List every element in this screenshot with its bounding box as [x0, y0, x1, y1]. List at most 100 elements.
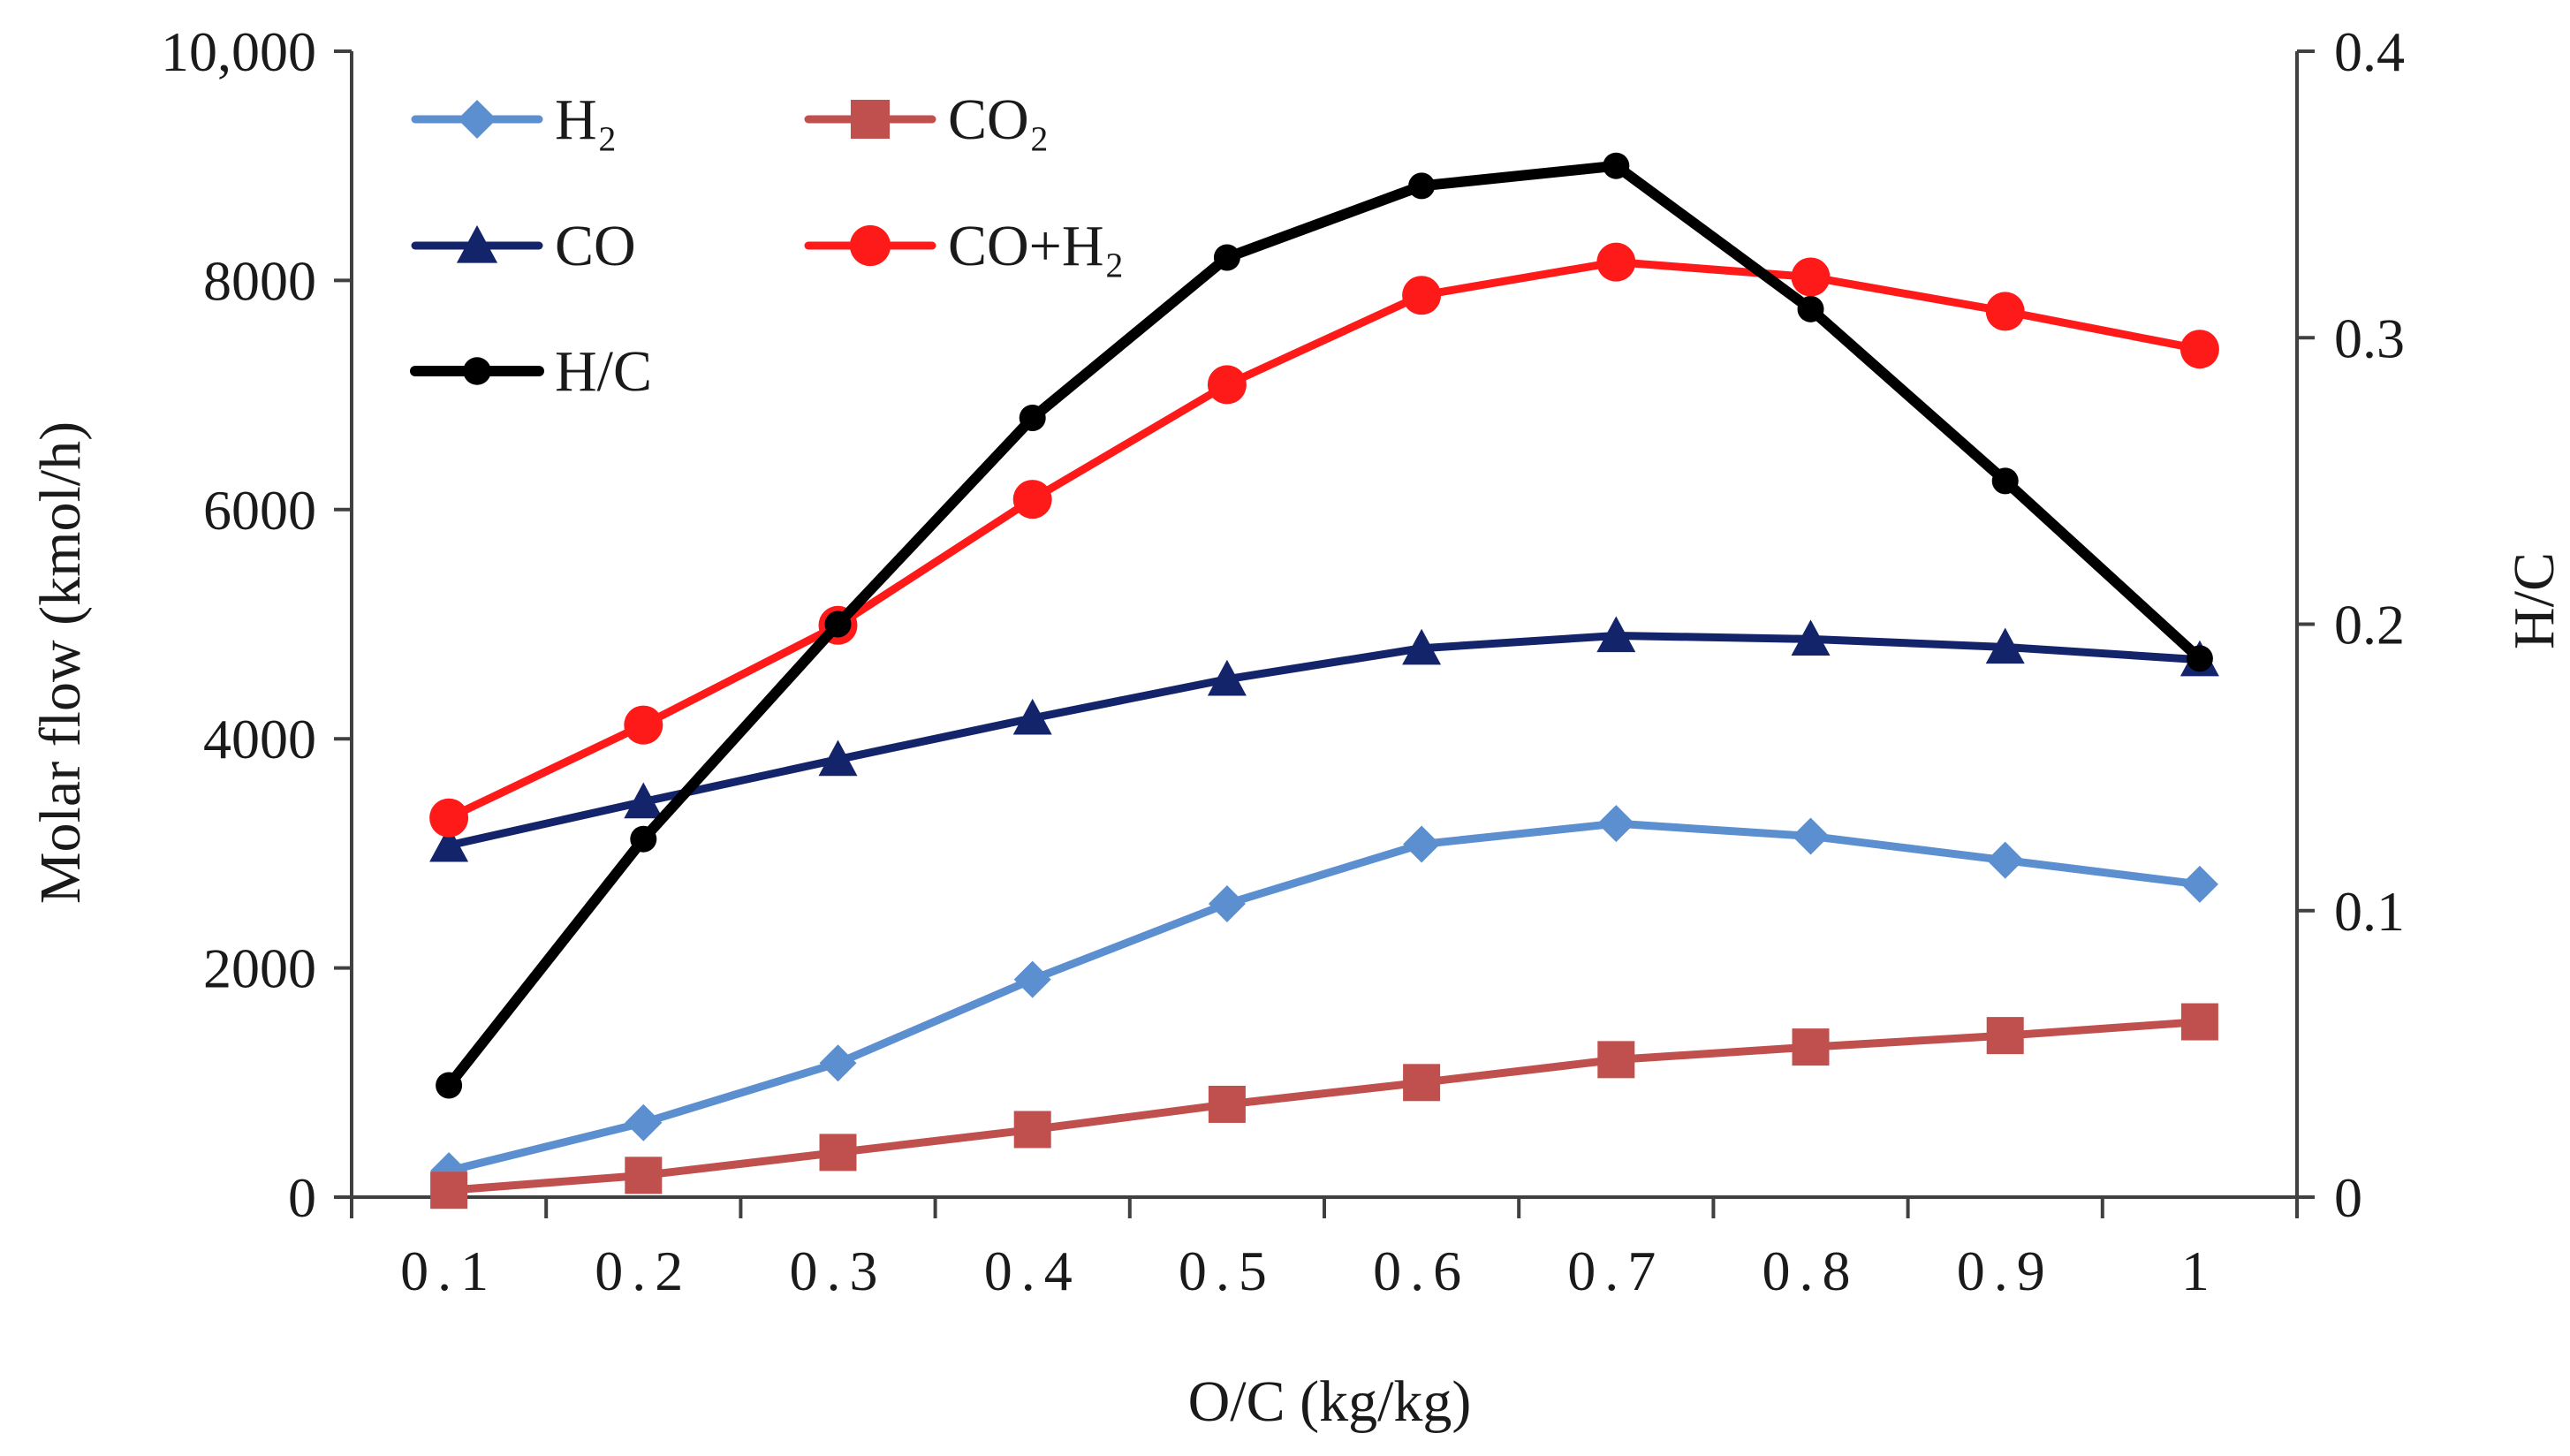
x-tick-label: 0.6: [1373, 1240, 1470, 1302]
x-tick-label: 0.3: [790, 1240, 887, 1302]
y-left-tick-label: 6000: [203, 479, 316, 542]
y-left-tick-label: 0: [288, 1166, 316, 1229]
data-point: [2180, 330, 2219, 369]
legend-label: CO₂: [948, 87, 1050, 152]
x-tick-label: 0.9: [1957, 1240, 2054, 1302]
legend-label: H/C: [555, 339, 652, 404]
y-left-tick-label: 8000: [203, 249, 316, 312]
series-line-0: [444, 819, 2204, 1175]
series-line-4: [443, 160, 2205, 1091]
data-point: [625, 1103, 663, 1141]
legend-entry: H₂: [411, 87, 618, 152]
data-point: [1213, 244, 1240, 271]
axes: 0 2000 4000 6000 8000 10,000 0 0.1 0.2 0.3 0.4 0.1 0…: [161, 20, 2405, 1302]
legend-label: CO: [555, 214, 636, 278]
data-point: [824, 610, 852, 638]
legend-entry: CO: [411, 214, 636, 278]
data-point: [1208, 1085, 1246, 1123]
data-point: [1012, 698, 1052, 735]
data-point: [1991, 467, 2019, 495]
data-point: [429, 825, 469, 862]
data-point: [1403, 825, 1441, 863]
data-point: [436, 1072, 463, 1099]
data-point: [2180, 865, 2218, 903]
series-3: [429, 242, 2219, 838]
data-point: [1597, 1041, 1635, 1079]
data-point: [1208, 884, 1246, 922]
data-point: [1791, 257, 1831, 297]
series-line-1: [444, 1018, 2204, 1194]
data-point: [819, 1044, 857, 1082]
legend-marker: [457, 99, 497, 140]
data-point: [1986, 841, 2024, 879]
legend-entry: CO+H₂: [804, 214, 1125, 278]
data-point: [1792, 1028, 1830, 1066]
data-point: [1402, 628, 1442, 665]
series-line-2: [444, 631, 2204, 850]
legend: H₂ CO₂ CO CO+H₂ H/C: [410, 87, 1125, 404]
legend-entry: H/C: [410, 339, 652, 404]
y-axis-left-title: Molar flow (kmol/h): [28, 421, 93, 904]
data-point: [1985, 292, 2025, 331]
y-right-tick-label: 0: [2334, 1166, 2362, 1229]
data-point: [1791, 619, 1831, 656]
data-point: [1403, 1064, 1441, 1102]
series-group: [429, 152, 2219, 1210]
data-point: [1985, 627, 2025, 664]
x-tick-label: 0.4: [984, 1240, 1081, 1302]
data-point: [1402, 276, 1442, 315]
data-point: [1603, 152, 1630, 179]
data-point: [630, 825, 657, 853]
data-point: [624, 782, 663, 819]
data-point: [818, 739, 858, 777]
data-point: [2186, 645, 2213, 672]
data-point: [430, 1172, 468, 1210]
data-point: [1013, 1111, 1051, 1149]
data-point: [1596, 242, 1636, 282]
legend-marker: [463, 357, 491, 385]
series-line-3: [444, 258, 2204, 823]
x-axis-title: O/C (kg/kg): [1188, 1369, 1472, 1434]
y-axis-right-title: H/C: [2502, 552, 2566, 649]
data-point: [1792, 817, 1830, 855]
legend-marker: [849, 224, 891, 267]
x-tick-label: 0.5: [1179, 1240, 1276, 1302]
data-point: [1207, 659, 1247, 696]
y-left-tick-label: 2000: [203, 937, 316, 1000]
data-point: [625, 1156, 663, 1194]
data-point: [1013, 960, 1051, 998]
x-tick-label: 0.8: [1763, 1240, 1860, 1302]
data-point: [1797, 295, 1824, 322]
x-tick-label: 0.2: [595, 1240, 692, 1302]
y-right-tick-label: 0.1: [2334, 880, 2405, 943]
legend-label: CO+H₂: [948, 214, 1125, 278]
y-left-tick-label: 10,000: [161, 20, 316, 83]
data-point: [1019, 405, 1046, 432]
series-1: [430, 1003, 2218, 1210]
y-right-tick-label: 0.3: [2334, 307, 2405, 369]
data-point: [819, 1134, 857, 1172]
data-point: [1012, 480, 1052, 519]
data-point: [1207, 365, 1247, 405]
data-point: [2180, 1003, 2218, 1041]
x-tick-label: 0.7: [1567, 1240, 1664, 1302]
data-point: [1408, 172, 1436, 200]
data-point: [1596, 616, 1636, 653]
data-point: [624, 705, 663, 745]
legend-marker: [850, 99, 891, 140]
legend-marker: [456, 224, 498, 263]
legend-label: H₂: [555, 87, 618, 152]
y-left-tick-label: 4000: [203, 708, 316, 770]
data-point: [1986, 1017, 2024, 1055]
data-point: [1597, 805, 1635, 843]
y-right-tick-label: 0.2: [2334, 594, 2405, 656]
series-2: [429, 616, 2219, 862]
data-point: [429, 798, 469, 838]
y-right-tick-label: 0.4: [2334, 20, 2405, 83]
series-0: [430, 805, 2218, 1190]
legend-entry: CO₂: [804, 87, 1050, 152]
x-tick-label: 1: [2181, 1240, 2218, 1302]
series-4: [436, 152, 2213, 1099]
